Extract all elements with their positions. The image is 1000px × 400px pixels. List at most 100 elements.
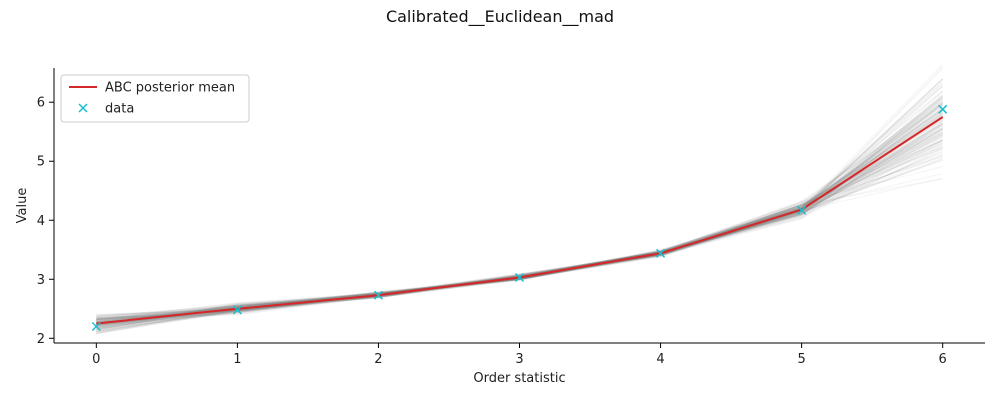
x-tick-label: 6: [939, 352, 947, 367]
posterior-sample-line: [96, 102, 944, 326]
posterior-sample-line: [96, 139, 943, 332]
posterior-sample-line: [96, 142, 943, 321]
x-tick-label: 2: [374, 352, 382, 367]
data-point: [91, 321, 101, 332]
posterior-sample-line: [96, 112, 944, 327]
posterior-sample-line: [96, 125, 943, 319]
posterior-sample-line: [96, 114, 944, 321]
posterior-sample-line: [96, 123, 944, 326]
posterior-sample-line: [96, 109, 944, 326]
posterior-sample-line: [96, 110, 944, 325]
posterior-sample-line: [96, 144, 943, 317]
posterior-sample-line: [96, 127, 943, 321]
posterior-sample-line: [96, 165, 943, 325]
posterior-sample-line: [96, 122, 944, 329]
posterior-sample-line: [96, 154, 943, 324]
posterior-sample-line: [96, 157, 943, 323]
posterior-sample-line: [96, 145, 943, 325]
posterior-sample-line: [96, 108, 944, 329]
posterior-sample-line: [96, 105, 944, 325]
posterior-sample-line: [96, 109, 944, 320]
posterior-sample-line: [96, 159, 943, 334]
x-ticks: 0 1 2 3 4 5 6: [92, 343, 947, 367]
posterior-sample-line: [96, 150, 943, 326]
posterior-sample-line: [96, 155, 943, 329]
posterior-sample-line: [96, 122, 944, 324]
posterior-sample-line: [96, 141, 943, 327]
posterior-sample-line: [96, 112, 944, 328]
posterior-sample-line: [96, 114, 944, 319]
posterior-sample-line: [96, 93, 944, 330]
posterior-sample-line: [96, 127, 943, 332]
posterior-sample-line: [96, 147, 943, 329]
posterior-sample-line: [96, 82, 944, 323]
posterior-sample-line: [96, 119, 944, 318]
y-tick-label: 4: [37, 214, 45, 229]
posterior-mean-line: [96, 116, 944, 325]
y-tick-label: 5: [37, 155, 45, 170]
posterior-sample-line: [96, 101, 944, 323]
posterior-sample-line: [96, 147, 943, 321]
posterior-sample-line: [96, 113, 944, 335]
posterior-sample-line: [96, 146, 943, 324]
posterior-sample-line: [96, 123, 944, 319]
posterior-sample-line: [96, 139, 943, 321]
posterior-sample-line: [96, 107, 944, 323]
posterior-mean-series: [96, 116, 944, 325]
posterior-sample-line: [96, 113, 944, 323]
x-tick-label: 1: [233, 352, 241, 367]
posterior-sample-line: [96, 121, 944, 329]
posterior-sample-line: [96, 116, 944, 333]
posterior-sample-line: [96, 146, 943, 325]
posterior-sample-line: [96, 107, 944, 327]
posterior-sample-line: [96, 133, 943, 329]
x-tick-label: 5: [797, 352, 805, 367]
legend: ABC posterior mean data: [60, 74, 250, 123]
posterior-sample-line: [96, 120, 944, 327]
posterior-sample-line: [96, 134, 943, 330]
legend-frame: [60, 74, 250, 123]
posterior-sample-line: [96, 159, 943, 323]
posterior-sample-line: [96, 140, 943, 325]
posterior-sample-line: [96, 119, 944, 333]
legend-label-mean: ABC posterior mean: [105, 81, 235, 96]
y-tick-label: 3: [37, 273, 45, 288]
posterior-sample-line: [96, 113, 944, 318]
posterior-sample-line: [96, 129, 943, 330]
posterior-sample-line: [96, 102, 944, 327]
posterior-sample-line: [96, 103, 944, 335]
data-point: [373, 290, 383, 300]
x-tick-label: 4: [656, 352, 664, 367]
posterior-sample-line: [96, 126, 943, 326]
posterior-sample-line: [96, 104, 944, 325]
posterior-sample-line: [96, 131, 943, 325]
data-point: [797, 205, 807, 215]
posterior-sample-line: [96, 111, 944, 331]
posterior-sample-line: [96, 104, 944, 331]
posterior-sample-line: [96, 128, 944, 321]
posterior-sample-line: [96, 119, 944, 327]
x-tick-label: 3: [515, 352, 523, 367]
posterior-sample-line: [96, 134, 943, 333]
y-tick-label: 2: [37, 332, 45, 347]
legend-data-swatch: [78, 103, 88, 113]
posterior-sample-line: [96, 116, 944, 333]
data-point: [514, 272, 525, 283]
posterior-sample-line: [96, 102, 944, 324]
posterior-sample-line: [96, 139, 943, 323]
posterior-sample-line: [96, 112, 944, 324]
posterior-sample-line: [96, 133, 943, 327]
posterior-sample-line: [96, 123, 944, 325]
posterior-sample-line: [96, 103, 944, 331]
posterior-sample-line: [96, 131, 943, 324]
posterior-sample-line: [96, 135, 943, 322]
posterior-sample-line: [96, 128, 943, 325]
posterior-sample-line: [96, 153, 943, 330]
posterior-sample-line: [96, 123, 944, 327]
posterior-sample-line: [96, 121, 944, 324]
posterior-sample-line: [96, 129, 944, 317]
posterior-sample-line: [96, 130, 943, 328]
posterior-sample-line: [96, 107, 944, 325]
posterior-sample-line: [96, 134, 943, 319]
